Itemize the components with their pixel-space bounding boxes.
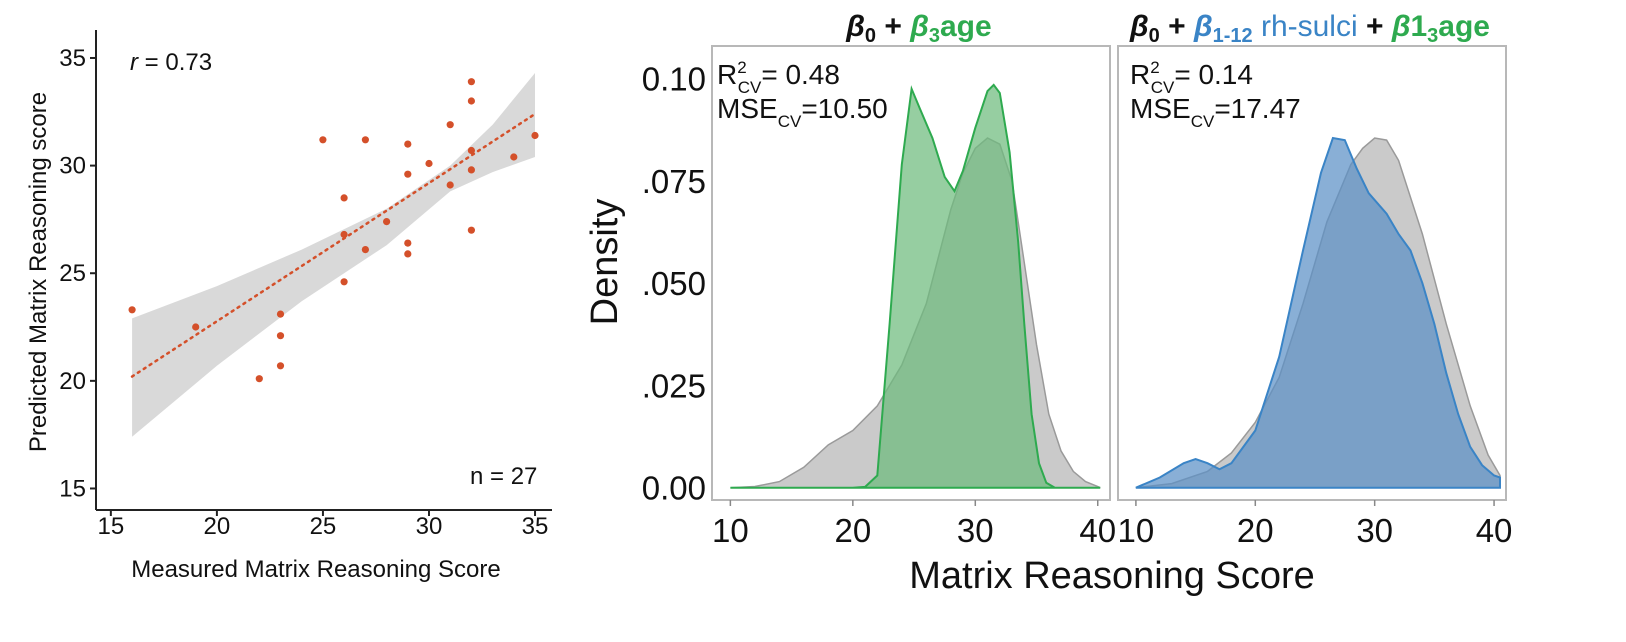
data-point <box>531 131 539 140</box>
panel-title: β0 + β3age <box>845 10 991 47</box>
data-point <box>192 323 200 331</box>
x-tick-labels: 10 20 30 40 <box>1118 500 1513 549</box>
data-point <box>340 278 348 286</box>
x-axis-label: Matrix Reasoning Score <box>909 555 1315 597</box>
ribbon-area <box>132 73 535 437</box>
data-point <box>404 140 412 148</box>
y-tick-label: 0.10 <box>642 61 706 98</box>
x-tick-label: 30 <box>1356 512 1393 549</box>
x-tick-label: 30 <box>957 512 994 549</box>
mse-annotation: MSECV=10.50 <box>717 93 888 131</box>
data-point <box>404 239 412 247</box>
y-axis-label: Predicted Matrix Reasoning score <box>25 92 52 452</box>
y-tick-labels: 0.00 .025 .050 .075 0.10 <box>642 61 706 507</box>
x-tick-label: 25 <box>310 513 337 540</box>
x-tick-label: 10 <box>1118 512 1155 549</box>
scatter-plot: 15 20 25 30 35 15 20 25 30 35 r = 0.73 n = 27 Me… <box>25 30 552 583</box>
x-tick-label: 35 <box>522 513 549 540</box>
x-tick-label: 15 <box>97 513 124 540</box>
density-areas <box>730 83 1101 489</box>
y-tick-label: .050 <box>642 265 706 302</box>
x-tick-label: 20 <box>1237 512 1274 549</box>
y-tick-label: 25 <box>59 260 86 287</box>
y-tick-label: .025 <box>642 367 706 404</box>
data-point <box>510 153 518 161</box>
y-tick-label: 30 <box>59 153 86 180</box>
data-point <box>340 230 348 239</box>
data-point <box>467 78 475 86</box>
y-axis-label: Density <box>584 199 626 326</box>
data-point <box>467 146 475 155</box>
x-tick-label: 20 <box>834 512 871 549</box>
data-point <box>467 97 475 105</box>
x-axis-label: Measured Matrix Reasoning Score <box>131 556 501 583</box>
green-density-area <box>730 83 1101 489</box>
data-point <box>425 159 433 168</box>
data-point <box>446 121 454 129</box>
data-point <box>276 362 285 370</box>
panel-border <box>711 45 1111 501</box>
data-point <box>383 218 391 226</box>
n-annotation: n = 27 <box>470 463 537 490</box>
density-panel-age: β0 + β3age R2 CV= 0.48 MSECV=10.50 0.00 .0… <box>584 10 1116 549</box>
r2-annotation: R2 CV= 0.48 <box>717 58 840 97</box>
blue-density-area <box>1135 136 1501 489</box>
panel-title: β0 + β1-12 rh-sulci + β13age <box>1129 10 1490 47</box>
density-areas <box>1135 136 1501 489</box>
x-tick-label: 20 <box>204 513 231 540</box>
y-tick-label: 20 <box>59 368 86 395</box>
y-tick-label: 15 <box>59 475 86 502</box>
x-tick-labels: 15 20 25 30 35 <box>97 510 548 540</box>
panel-border <box>1117 45 1507 501</box>
data-point <box>361 136 369 144</box>
data-point <box>467 166 475 174</box>
y-tick-label: 0.00 <box>642 470 706 507</box>
data-point <box>255 375 263 383</box>
y-tick-label: .075 <box>642 163 706 200</box>
fit-line <box>130 112 537 378</box>
data-point <box>361 246 369 254</box>
data-point <box>276 332 285 340</box>
data-point <box>319 136 327 144</box>
data-point <box>446 181 454 189</box>
y-tick-labels: 15 20 25 30 35 <box>59 45 96 502</box>
data-point <box>404 250 412 258</box>
r2-annotation: R2 CV= 0.14 <box>1130 58 1253 97</box>
x-tick-label: 30 <box>416 513 443 540</box>
x-tick-label: 40 <box>1079 512 1116 549</box>
scatter-points <box>128 78 539 383</box>
data-point <box>276 310 285 318</box>
data-point <box>340 194 348 202</box>
x-tick-label: 10 <box>712 512 749 549</box>
confidence-ribbon <box>132 73 535 437</box>
density-panel-rh-sulci: β0 + β1-12 rh-sulci + β13age R2 CV= 0.14 … <box>909 10 1512 597</box>
regression-line <box>130 112 537 378</box>
mse-annotation: MSECV=17.47 <box>1130 93 1301 131</box>
data-point <box>467 226 475 234</box>
x-tick-label: 40 <box>1476 512 1513 549</box>
data-point <box>128 306 136 314</box>
r-annotation: r = 0.73 <box>130 49 212 76</box>
x-tick-labels: 10 20 30 40 <box>712 500 1116 549</box>
data-point <box>404 170 412 178</box>
y-tick-label: 35 <box>59 45 86 72</box>
